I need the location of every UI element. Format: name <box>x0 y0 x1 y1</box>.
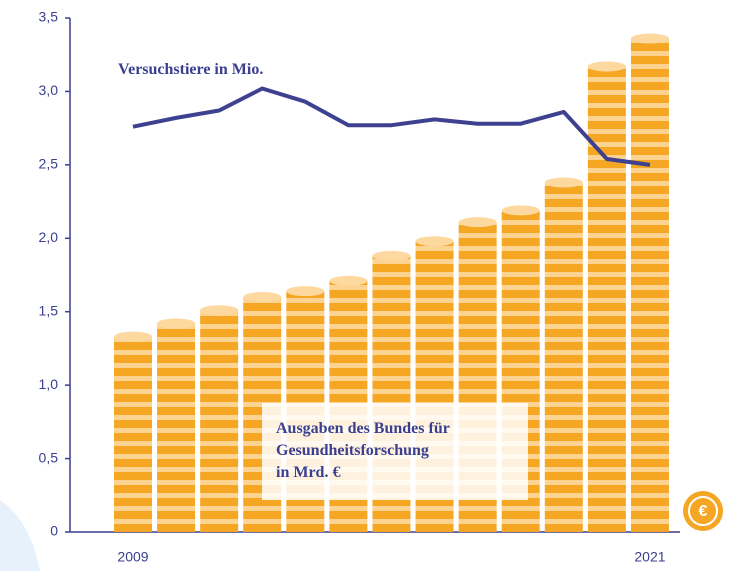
coin-stack <box>630 38 669 533</box>
svg-text:€: € <box>699 503 708 520</box>
y-tick-label: 2,0 <box>39 229 59 245</box>
coin-stack <box>157 323 196 532</box>
x-tick-label: 2021 <box>634 549 665 565</box>
coin-top <box>286 286 325 297</box>
y-tick-label: 3,0 <box>39 82 59 98</box>
coin-top <box>458 217 497 228</box>
coin-top <box>114 331 152 342</box>
coin-stack <box>544 182 583 533</box>
coin-top <box>501 205 540 216</box>
coin-top <box>415 236 454 247</box>
coin-top <box>544 177 583 188</box>
y-tick-label: 0 <box>50 523 58 539</box>
x-tick-label: 2009 <box>117 549 148 565</box>
label-box <box>262 403 528 500</box>
y-tick-label: 1,5 <box>39 302 59 318</box>
coin-top <box>372 250 411 261</box>
y-tick-label: 2,5 <box>39 156 59 172</box>
coin-top <box>243 292 282 303</box>
coin-stack <box>587 66 626 532</box>
coin-top <box>587 61 626 72</box>
coin-stack <box>114 336 152 532</box>
coin-stack <box>200 310 239 532</box>
decor-shape <box>0 500 40 571</box>
coin-top <box>200 305 239 316</box>
coin-top <box>157 318 196 329</box>
coin-top <box>329 275 368 286</box>
y-tick-label: 1,0 <box>39 376 59 392</box>
series-label: Ausgaben des Bundes für Gesundheitsforsc… <box>276 420 450 481</box>
y-tick-label: 0,5 <box>39 449 59 465</box>
line <box>132 86 651 167</box>
euro-icon: € <box>683 491 723 531</box>
series-label: Versuchstiere in Mio. <box>118 61 264 78</box>
coin-top <box>630 33 669 44</box>
y-tick-label: 3,5 <box>39 9 59 25</box>
